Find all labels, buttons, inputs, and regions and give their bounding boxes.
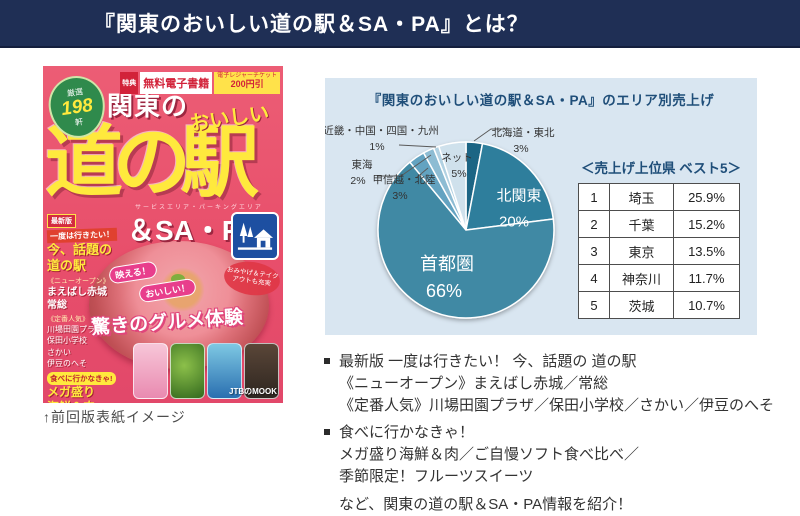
note-line-text: 《定番人気》川場田園プラザ／保田小学校／さかい／伊豆のへそ (339, 397, 775, 414)
table-row: 1 埼玉 25.9% (578, 183, 740, 211)
promo-discount: 電子レジャーチケット 200円引 (214, 72, 280, 94)
percent-cell: 11.7% (673, 264, 740, 292)
pie-label: 甲信越・北陸 (373, 173, 436, 186)
eat-line-2: 海鮮＆肉 (47, 400, 129, 403)
pie-value: 1% (369, 141, 384, 153)
table-row: 3 東京 13.5% (578, 237, 740, 265)
sales-chart-panel: 『関東のおいしい道の駅＆SA・PA』のエリア別売上げ 北海道・東北 3% 北関東 20… (325, 78, 757, 335)
cover-title-region: 関東の (107, 91, 189, 121)
pool-photo (207, 343, 242, 399)
new-open-item: まえばし赤城 (47, 286, 107, 298)
publisher-label: JTBのMOOK (229, 387, 277, 396)
badge-unit: 軒 (74, 116, 84, 127)
prefecture-cell: 東京 (609, 237, 674, 265)
ranking-table: 1 埼玉 25.9% 2 千葉 15.2% 3 東京 13.5% 4 神奈川 1… (578, 183, 740, 319)
notes-section: 最新版 一度は行きたい！ 今、話題の 道の駅 《ニューオープン》まえばし赤城／常… (324, 351, 794, 516)
rank-cell: 3 (578, 237, 610, 265)
prefecture-cell: 埼玉 (609, 183, 674, 211)
wasabi-garnish (171, 274, 185, 284)
page-title: 『関東のおいしい道の駅＆SA・PA』とは？ (94, 13, 529, 36)
bullet-icon (324, 429, 330, 435)
promo-main-text: 無料電子書籍 (140, 72, 213, 94)
rank-cell: 5 (578, 291, 610, 319)
note-line-text: メガ盛り海鮮＆肉／ご自慢ソフト食べ比べ／ (339, 446, 640, 463)
note-line-text: 季節限定！フルーツスイーツ (339, 468, 534, 485)
standard-item: 保田小学校 (47, 336, 87, 346)
pie-value: 66% (426, 281, 462, 301)
bullet-item: 食べに行かなきゃ！ メガ盛り海鮮＆肉／ご自慢ソフト食べ比べ／ 季節限定！フルーツ… (324, 422, 794, 488)
cover-caption: ↑前回版表紙イメージ (43, 409, 186, 425)
topic-line-1: 今、話題の (47, 242, 113, 257)
pie-slice-6 (437, 141, 467, 231)
ranking-title: ＜売上げ上位県 ベスト5＞ (580, 161, 742, 176)
note-line-text: 《ニューオープン》まえばし赤城／常総 (339, 375, 609, 392)
pie-chart: 北海道・東北 3% 北関東 20% 首都圏 66% 甲信越・北陸 3% 東海 2% 近畿・中国・四国… (325, 124, 555, 319)
pie-leader-line (473, 128, 509, 142)
topic-line-2: 道の駅 (47, 257, 87, 273)
percent-cell: 25.9% (673, 183, 740, 211)
standard-item: さかい (47, 347, 71, 357)
pie-label: ネット (441, 152, 473, 164)
bullet-icon (324, 358, 330, 364)
promo-tag: 特典 (120, 72, 139, 94)
badge-number: 198 (59, 94, 95, 120)
pie-leader-line (377, 154, 432, 177)
standard-label: 《定番人気》 (47, 315, 89, 323)
eat-line-1: メガ盛り (47, 385, 96, 400)
bar-photo (244, 343, 279, 399)
pie-leader-line (398, 144, 437, 148)
pie-value: 3% (513, 143, 528, 155)
pie-leader-line (415, 167, 429, 179)
pie-value: 3% (392, 190, 407, 202)
standard-item: 川場田園プラザ (47, 324, 103, 334)
pie-slice-1 (465, 142, 555, 231)
percent-cell: 13.5% (673, 237, 740, 265)
book-cover: 特典 無料電子書籍 電子レジャーチケット 200円引 厳選 198 軒 関東の … (43, 66, 283, 403)
rank-cell: 2 (578, 210, 610, 238)
table-row: 5 茨城 10.7% (578, 291, 740, 319)
cover-left-column: 最新版 一度は行きたい！ 今、話題の 道の駅 《ニューオープン》 まえばし赤城 … (46, 214, 129, 403)
percent-cell: 15.2% (673, 210, 740, 238)
photo-strip (133, 343, 279, 399)
prefecture-cell: 茨城 (609, 291, 674, 319)
standard-item: 伊豆のへそ (47, 359, 87, 369)
chart-title: 『関東のおいしい道の駅＆SA・PA』のエリア別売上げ (367, 93, 715, 108)
outro-text: など、関東の道の駅＆SA・PA情報を紹介！ (339, 496, 633, 513)
sweets-photo (133, 343, 168, 399)
percent-cell: 10.7% (673, 291, 740, 319)
pie-label: 首都圏 (420, 254, 474, 274)
must-visit-tag: 一度は行きたい！ (46, 227, 118, 244)
pie-label: 北海道・東北 (492, 126, 555, 139)
pie-label: 北関東 (496, 188, 541, 205)
rank-cell: 1 (578, 183, 610, 211)
pie-label: 近畿・中国・四国・九州 (325, 124, 439, 137)
pie-value: 2% (350, 175, 365, 187)
header-bar: 『関東のおいしい道の駅＆SA・PA』とは？ (0, 0, 800, 48)
prefecture-cell: 千葉 (609, 210, 674, 238)
note-line-text: 最新版 一度は行きたい！ 今、話題の 道の駅 (339, 353, 637, 370)
pie-value: 5% (451, 168, 466, 180)
table-row: 2 千葉 15.2% (578, 210, 740, 238)
bullet-item: 最新版 一度は行きたい！ 今、話題の 道の駅 《ニューオープン》まえばし赤城／常… (324, 351, 794, 417)
vegetables-photo (170, 343, 205, 399)
promo-discount-amount: 200円引 (230, 78, 264, 89)
new-open-label: 《ニューオープン》 (47, 277, 110, 285)
new-open-item: 常総 (47, 299, 67, 311)
pie-label: 東海 (352, 158, 373, 171)
cover-title-sapa-ruby: サービスエリア・パーキングエリア (135, 205, 263, 211)
note-line-text: 食べに行かなきゃ！ (339, 424, 475, 441)
latest-edition-tag: 最新版 (47, 214, 76, 228)
prefecture-cell: 神奈川 (609, 264, 674, 292)
eat-tag: 食べに行かなきゃ! (47, 372, 116, 386)
pie-slice-2 (377, 161, 555, 319)
michinoeki-logo-icon (231, 212, 279, 260)
cover-promo-banner: 特典 無料電子書籍 電子レジャーチケット 200円引 (120, 72, 280, 94)
table-row: 4 神奈川 11.7% (578, 264, 740, 292)
pie-value: 20% (499, 214, 529, 231)
cover-title-oishii: おいしい (188, 102, 271, 136)
promo-sub-text: 電子レジャーチケット (217, 73, 277, 79)
rank-cell: 4 (578, 264, 610, 292)
